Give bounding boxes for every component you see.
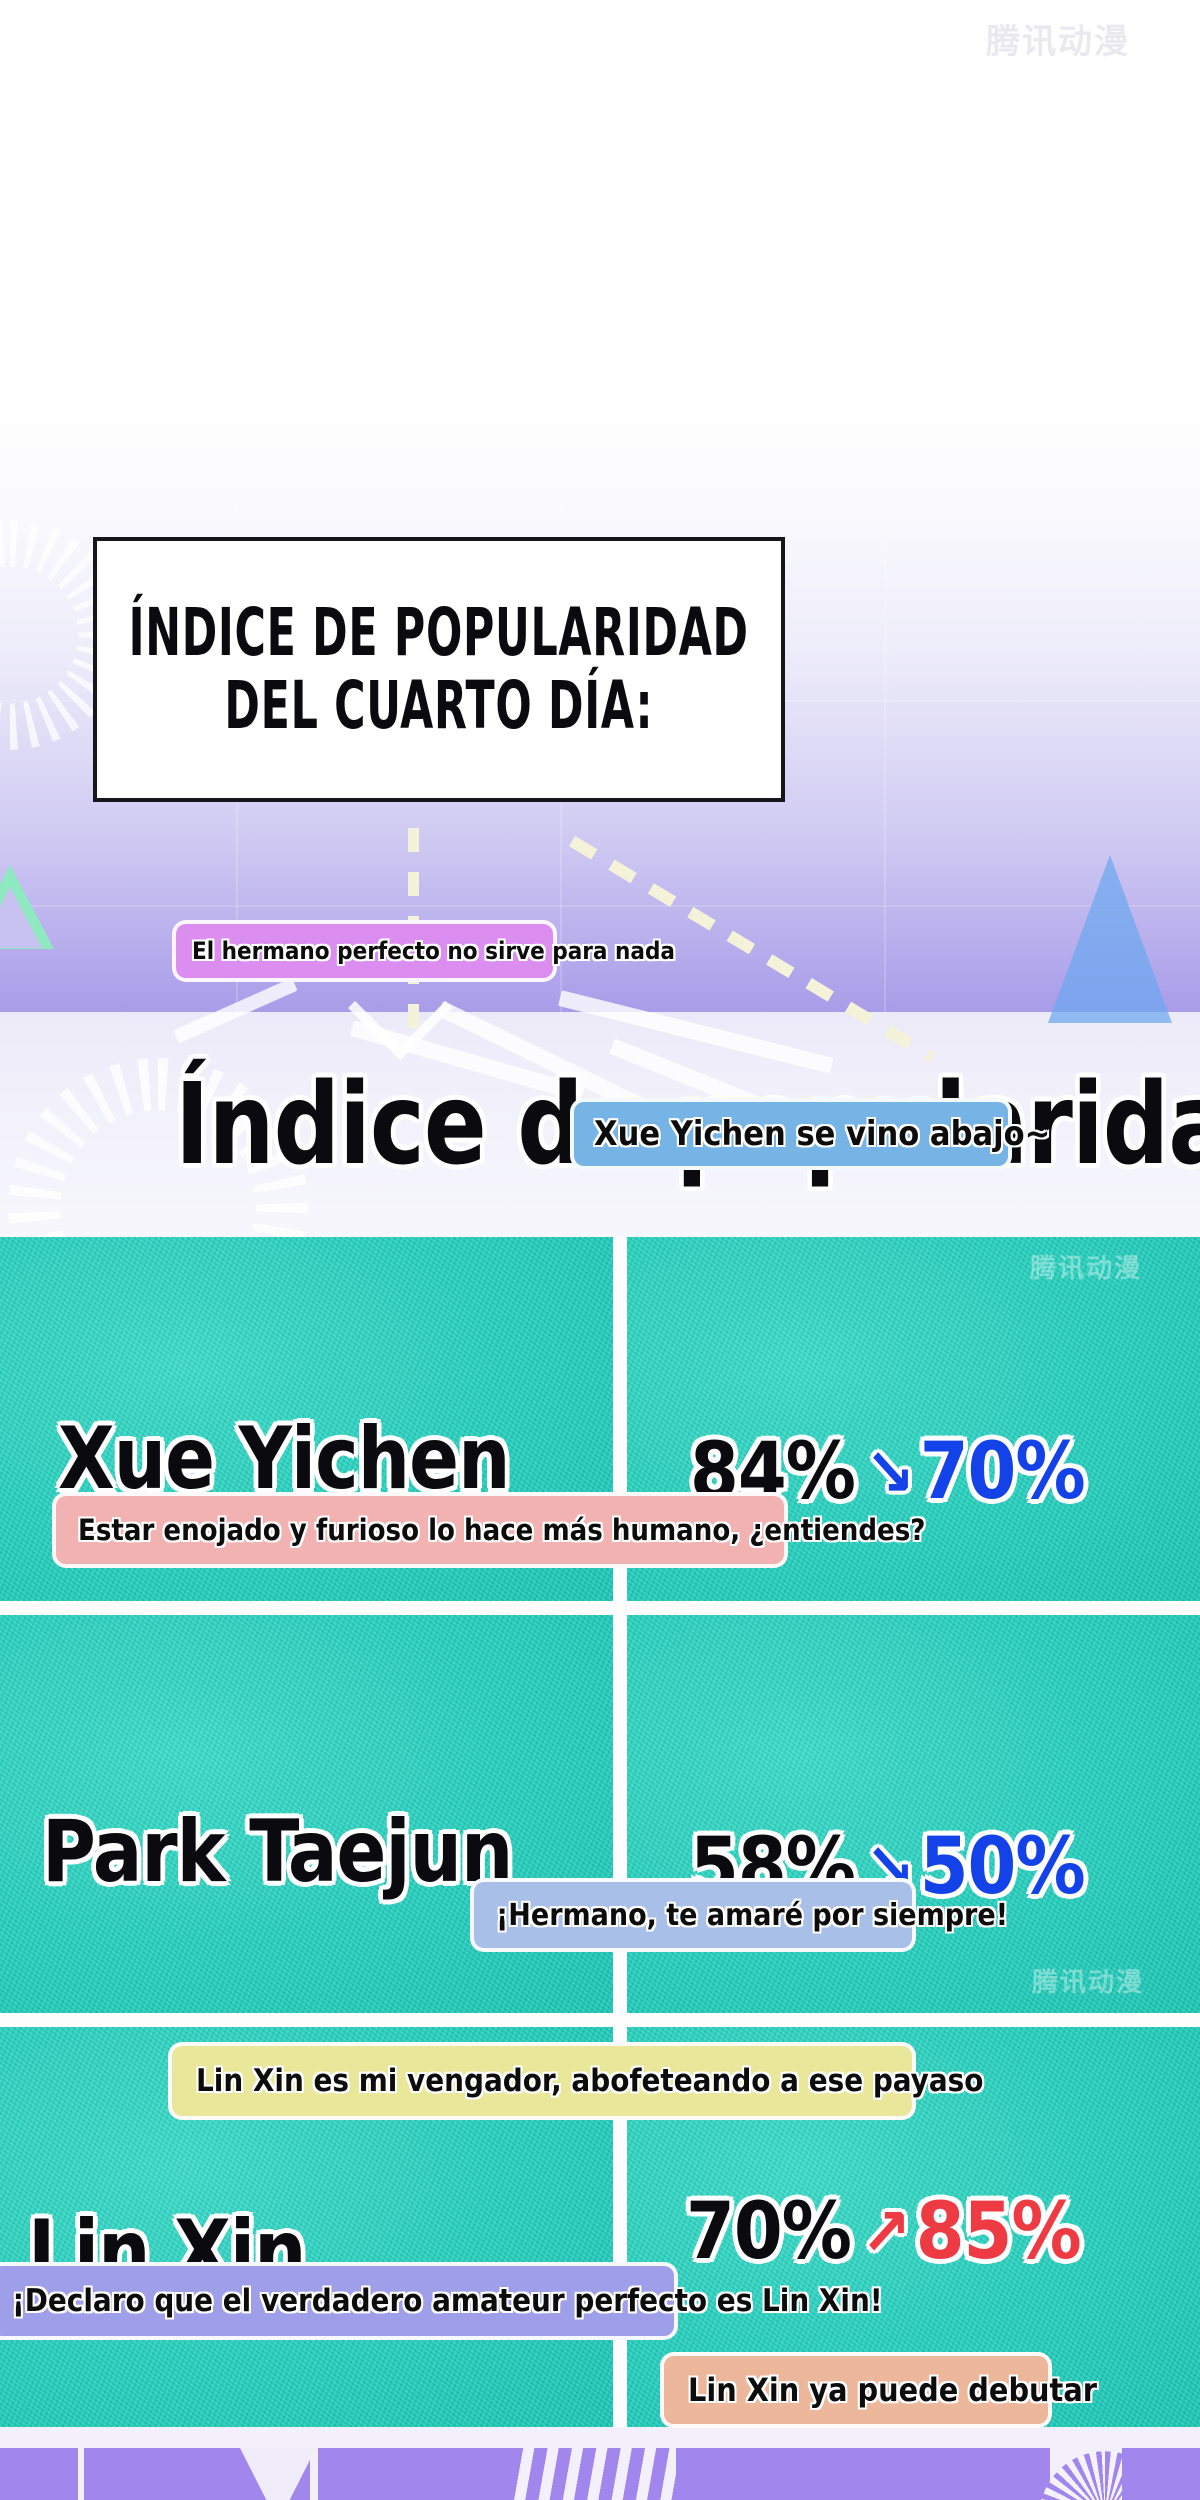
grid-line-horizontal — [0, 905, 1200, 907]
bottom-purple-block — [1122, 2448, 1200, 2500]
stat-value-after: 70% — [919, 1427, 1086, 1517]
comment-text: Estar enojado y furioso lo hace más huma… — [78, 1513, 926, 1547]
bottom-purple-block — [0, 2448, 78, 2500]
table-row-stat: 70% ↗ 85% — [686, 2187, 1082, 2277]
comment-bubble: Estar enojado y furioso lo hace más huma… — [52, 1492, 925, 1568]
watermark-logo: 腾讯动漫 — [986, 22, 1130, 62]
trend-up-icon: ↗ — [860, 2193, 911, 2271]
table-cell-value-2 — [627, 1615, 1200, 2013]
comment-bubble: ¡Declaro que el verdadero amateur perfec… — [0, 2262, 883, 2340]
stat-value-after: 85% — [915, 2187, 1082, 2277]
stat-value-before: 70% — [686, 2187, 852, 2277]
table-row-divider — [0, 2013, 1200, 2027]
comment-text: Lin Xin es mi vengador, abofeteando a es… — [196, 2063, 984, 2099]
comment-bubble: El hermano perfecto no sirve para nada — [172, 920, 675, 982]
comment-text: Lin Xin ya puede debutar — [688, 2371, 1097, 2409]
comment-bubble: ¡Hermano, te amaré por siempre! — [470, 1878, 1008, 1952]
comment-bubble: Xue Yichen se vino abajo~ — [570, 1098, 1050, 1170]
bottom-stripes-decoration — [510, 2448, 680, 2500]
table-row-divider — [0, 1601, 1200, 1615]
comment-text: Xue Yichen se vino abajo~ — [594, 1114, 1051, 1154]
triangle-blue-decoration — [1048, 855, 1172, 1023]
grid-line-vertical — [884, 470, 886, 1015]
bottom-notch-decoration — [240, 2448, 316, 2500]
watermark-logo: 腾讯动漫 — [1032, 1968, 1145, 1998]
comment-text: ¡Hermano, te amaré por siempre! — [496, 1897, 1008, 1933]
bottom-purple-block — [676, 2448, 1050, 2500]
comment-bubble: Lin Xin ya puede debutar — [660, 2352, 1097, 2428]
title-box: ÍNDICE DE POPULARIDAD DEL CUARTO DÍA: — [93, 537, 785, 802]
comment-bubble: Lin Xin es mi vengador, abofeteando a es… — [168, 2042, 983, 2120]
comment-text: ¡Declaro que el verdadero amateur perfec… — [12, 2283, 883, 2319]
bottom-purple-block — [318, 2448, 518, 2500]
title-line-2: DEL CUARTO DÍA: — [224, 666, 654, 744]
comment-text: El hermano perfecto no sirve para nada — [192, 937, 675, 965]
watermark-logo: 腾讯动漫 — [1030, 1254, 1143, 1284]
popularity-ranking-table: Xue Yichen Park Taejun Lin Xin 84% ↘ 70%… — [0, 1237, 1200, 2427]
trend-down-icon: ↘ — [864, 1433, 915, 1511]
title-line-1: ÍNDICE DE POPULARIDAD — [128, 593, 750, 671]
table-column-divider — [613, 1237, 627, 2427]
table-row-name: Park Taejun — [42, 1802, 513, 1902]
stat-value-after: 50% — [919, 1822, 1086, 1912]
triangle-outline-green-decoration — [0, 865, 54, 949]
